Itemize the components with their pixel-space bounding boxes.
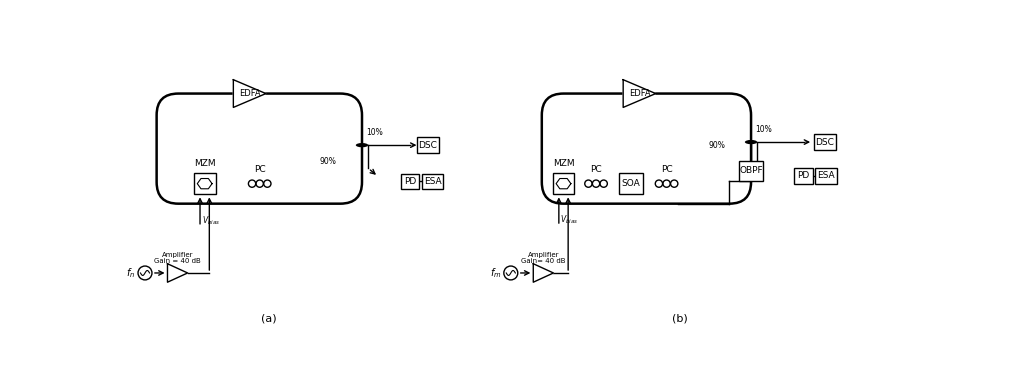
- FancyBboxPatch shape: [401, 174, 420, 189]
- Text: PD: PD: [798, 172, 810, 180]
- Text: 90%: 90%: [319, 157, 337, 166]
- Text: OBPF: OBPF: [740, 166, 762, 175]
- Text: (b): (b): [672, 313, 688, 323]
- Text: PC: PC: [661, 165, 672, 175]
- Text: 10%: 10%: [755, 125, 772, 134]
- Text: PC: PC: [591, 165, 602, 175]
- Polygon shape: [233, 80, 266, 107]
- Polygon shape: [534, 264, 553, 282]
- FancyBboxPatch shape: [739, 161, 764, 180]
- Text: Gain= 40 dB: Gain= 40 dB: [521, 258, 566, 264]
- Text: MZM: MZM: [552, 159, 574, 168]
- FancyBboxPatch shape: [620, 173, 642, 194]
- Text: Gain = 40 dB: Gain = 40 dB: [154, 258, 201, 264]
- Polygon shape: [168, 264, 188, 282]
- FancyBboxPatch shape: [552, 173, 574, 194]
- Text: $V_{bias}$: $V_{bias}$: [560, 214, 578, 226]
- Text: DSC: DSC: [419, 141, 437, 150]
- FancyBboxPatch shape: [815, 168, 837, 184]
- Text: SOA: SOA: [622, 179, 640, 188]
- FancyBboxPatch shape: [422, 174, 443, 189]
- Text: EDFA: EDFA: [239, 89, 260, 98]
- Text: Amplifier: Amplifier: [162, 252, 194, 258]
- Ellipse shape: [355, 143, 368, 147]
- Text: 90%: 90%: [709, 141, 725, 151]
- Text: Amplifier: Amplifier: [527, 252, 559, 258]
- FancyBboxPatch shape: [194, 173, 215, 194]
- Text: PC: PC: [254, 165, 265, 175]
- Text: PD: PD: [404, 177, 416, 186]
- Text: ESA: ESA: [817, 172, 835, 180]
- Text: MZM: MZM: [194, 159, 215, 168]
- FancyBboxPatch shape: [814, 134, 835, 150]
- Text: (a): (a): [261, 313, 277, 323]
- Polygon shape: [624, 80, 656, 107]
- FancyBboxPatch shape: [542, 94, 751, 204]
- Ellipse shape: [745, 140, 757, 144]
- FancyBboxPatch shape: [156, 94, 362, 204]
- FancyBboxPatch shape: [418, 137, 438, 153]
- Text: DSC: DSC: [815, 138, 834, 146]
- Text: 10%: 10%: [366, 128, 382, 137]
- Text: $V_{bias}$: $V_{bias}$: [202, 214, 220, 227]
- Text: $f_n$: $f_n$: [126, 266, 136, 280]
- FancyBboxPatch shape: [795, 168, 813, 184]
- Text: $f_m$: $f_m$: [490, 266, 501, 280]
- Text: ESA: ESA: [424, 177, 441, 186]
- Text: EDFA: EDFA: [629, 89, 651, 98]
